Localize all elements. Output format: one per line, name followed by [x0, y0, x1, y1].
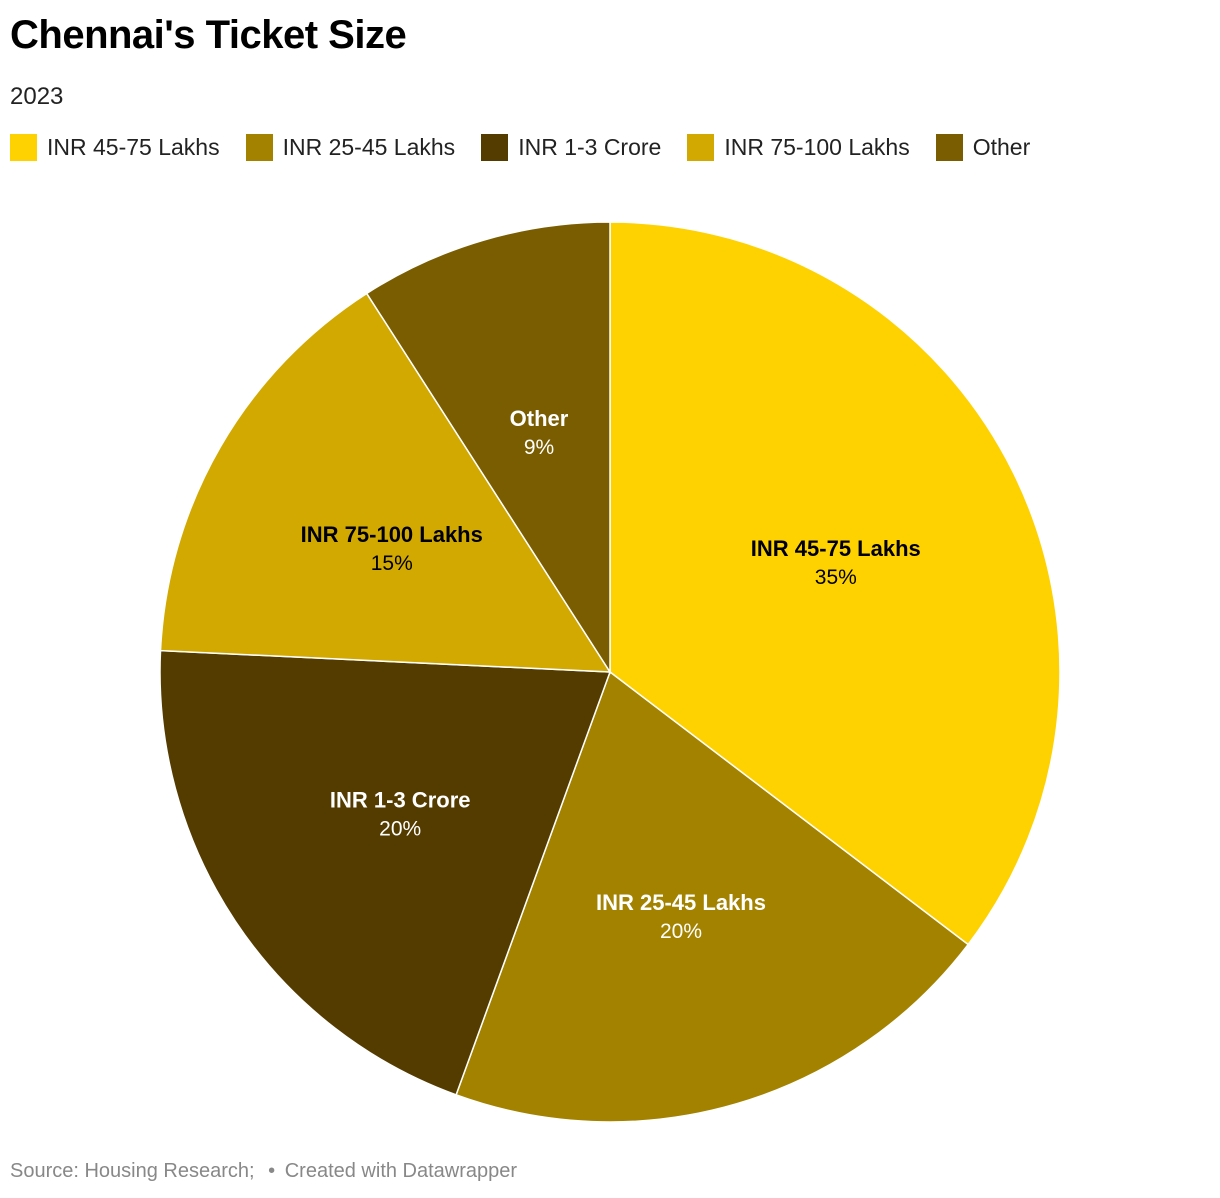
chart-legend: INR 45-75 Lakhs INR 25-45 Lakhs INR 1-3 Cr…	[10, 131, 1056, 163]
legend-item-inr-1-3-crore: INR 1-3 Crore	[481, 133, 662, 161]
legend-swatch	[10, 133, 37, 161]
chart-footer: Source: Housing Research; • Created with…	[10, 1160, 517, 1183]
pie-slice-inr-75-100-lakhs	[159, 292, 612, 673]
legend-swatch	[245, 133, 273, 161]
pie-slice-other	[365, 221, 611, 675]
slice-value-inr-1-3-crore: 20%	[379, 818, 421, 841]
slice-label-inr-45-75-lakhs: INR 45-75 Lakhs	[751, 536, 921, 561]
slice-label-other: Other	[510, 406, 569, 431]
legend-item-inr-45-75-lakhs: INR 45-75 Lakhs	[10, 133, 220, 161]
slice-value-inr-75-100-lakhs: 15%	[371, 552, 413, 575]
legend-label: Other	[972, 133, 1031, 160]
legend-label: INR 1-3 Crore	[518, 133, 662, 160]
pie-slice-inr-1-3-crore	[159, 649, 612, 1096]
slice-label-inr-1-3-crore: INR 1-3 Crore	[330, 788, 471, 813]
credit-note: Created with Datawrapper	[284, 1160, 518, 1182]
legend-swatch	[687, 133, 715, 161]
legend-item-other: Other	[935, 133, 1031, 161]
legend-item-inr-75-100-lakhs: INR 75-100 Lakhs	[687, 133, 910, 161]
slice-value-other: 9%	[524, 436, 554, 459]
chart-subtitle: 2023	[10, 83, 64, 110]
slice-value-inr-25-45-lakhs: 20%	[660, 920, 702, 943]
pie-slice-inr-45-75-lakhs	[609, 221, 1061, 946]
legend-label: INR 45-75 Lakhs	[47, 133, 220, 160]
legend-swatch	[935, 133, 963, 161]
slice-label-inr-25-45-lakhs: INR 25-45 Lakhs	[596, 890, 766, 915]
pie-chart: INR 45-75 Lakhs 35% INR 25-45 Lakhs 20% INR …	[159, 221, 1061, 1123]
slice-value-inr-45-75-lakhs: 35%	[815, 566, 857, 589]
legend-label: INR 75-100 Lakhs	[724, 133, 910, 160]
chart-title: Chennai's Ticket Size	[10, 13, 407, 57]
pie-slice-inr-25-45-lakhs	[455, 670, 970, 1123]
slice-label-inr-75-100-lakhs: INR 75-100 Lakhs	[301, 522, 483, 547]
source-note: Source: Housing Research;	[10, 1160, 255, 1182]
legend-label: INR 25-45 Lakhs	[282, 133, 456, 160]
legend-swatch	[481, 133, 509, 161]
legend-item-inr-25-45-lakhs: INR 25-45 Lakhs	[245, 133, 456, 161]
footer-separator: •	[268, 1160, 276, 1182]
